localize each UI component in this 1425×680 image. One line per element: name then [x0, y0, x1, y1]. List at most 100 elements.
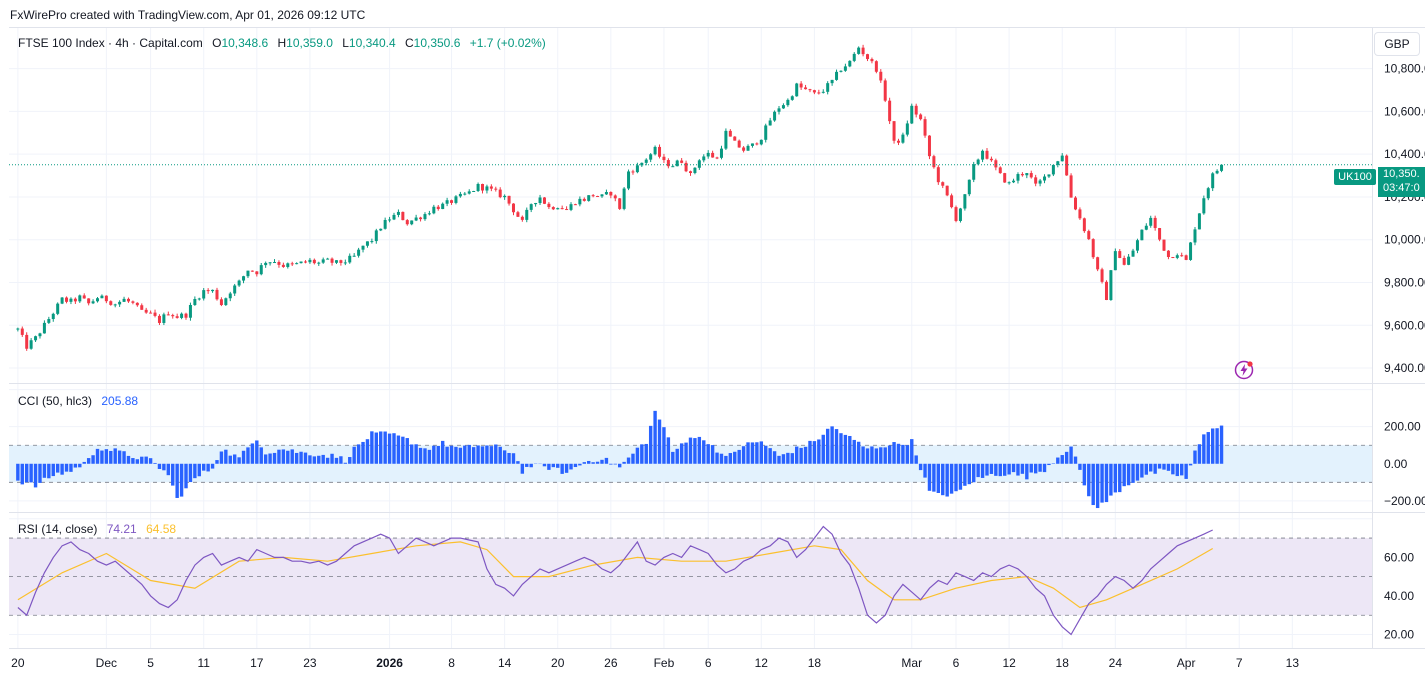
candle [569, 204, 573, 210]
cci-bar [772, 451, 777, 464]
close-label: C [404, 36, 414, 50]
cci-bar [202, 463, 206, 471]
flash-icon[interactable] [1234, 360, 1254, 380]
cci-bar [795, 446, 799, 464]
candle [1020, 174, 1024, 176]
candle [188, 304, 192, 318]
cci-bar [463, 445, 467, 464]
candle [334, 260, 338, 263]
symbol-name[interactable]: FTSE 100 Index · 4h · Capital.com [18, 36, 203, 50]
candle [1197, 213, 1201, 230]
x-tick-label: 24 [1109, 656, 1123, 670]
cci-bar [1171, 463, 1175, 475]
cci-bar [737, 449, 741, 464]
candle [233, 285, 237, 294]
x-tick-label: 5 [147, 656, 154, 670]
cci-bar [684, 442, 688, 464]
cci-bar [1206, 432, 1210, 464]
cci-bar [958, 463, 963, 490]
cci-bar [246, 447, 250, 464]
cci-bar [113, 448, 117, 464]
candle [414, 217, 418, 221]
cci-bar [516, 461, 520, 464]
currency-button[interactable]: GBP [1374, 32, 1420, 56]
cci-bar [843, 434, 848, 464]
candle [82, 295, 86, 299]
candle [78, 295, 82, 302]
cci-bar [148, 458, 153, 464]
candle [224, 298, 228, 306]
cci-bar [64, 463, 69, 472]
y-tick-label: 10,400.00 [1384, 147, 1425, 161]
candle [627, 171, 631, 189]
candle [458, 193, 462, 197]
cci-bar [821, 434, 825, 464]
candle [255, 271, 259, 275]
cci-bar [1153, 463, 1157, 474]
candle [786, 99, 790, 106]
x-tick-label: 6 [705, 656, 712, 670]
cci-bar [715, 452, 719, 464]
cci-bar [73, 463, 78, 468]
high-value: 10,359.0 [286, 36, 333, 50]
candle [401, 211, 405, 221]
cci-histogram [16, 410, 1224, 509]
cci-bar [356, 444, 361, 464]
candle [795, 83, 799, 97]
candle [697, 160, 701, 168]
candle [715, 157, 719, 159]
candle [724, 130, 728, 149]
rsi-name[interactable]: RSI (14, close) [18, 522, 98, 536]
candle [498, 189, 502, 198]
cci-bar [268, 453, 272, 464]
candle [20, 328, 24, 335]
cci-bar [825, 428, 830, 464]
cci-bar [910, 439, 914, 464]
change-value: +1.7 (+0.02%) [469, 36, 546, 50]
cci-bar [556, 463, 560, 468]
x-tick-label: Feb [654, 656, 675, 670]
candle [65, 297, 69, 302]
cci-name[interactable]: CCI (50, hlc3) [18, 394, 93, 408]
cci-bar [272, 452, 277, 464]
candle [436, 206, 440, 210]
cci-bar [339, 456, 343, 464]
candle [157, 315, 161, 323]
candle [281, 264, 285, 267]
cci-bar [162, 463, 166, 471]
candle [1180, 255, 1184, 257]
candle [69, 298, 73, 302]
candle [1038, 180, 1042, 184]
cci-bar [631, 453, 635, 464]
cci-bar [277, 449, 281, 464]
cci-bar [281, 449, 286, 464]
candle [219, 299, 223, 306]
candle [662, 156, 666, 161]
candle [675, 160, 679, 167]
candle [910, 105, 914, 124]
candle [206, 290, 210, 292]
cci-bar [135, 459, 140, 464]
cci-bar [1002, 463, 1007, 476]
cci-bar [848, 435, 852, 464]
cci-bar [1095, 463, 1100, 509]
candle [273, 262, 277, 264]
candle [1202, 198, 1206, 214]
cci-bar [1175, 463, 1179, 477]
x-tick-label: 20 [11, 656, 25, 670]
cci-bar [330, 453, 334, 464]
candle [817, 92, 821, 94]
candle [405, 220, 409, 225]
candle [1069, 175, 1073, 198]
cci-bar [206, 463, 210, 472]
cci-bar [255, 440, 259, 464]
last-price-value: 10,350. [1383, 168, 1420, 180]
candle [357, 249, 361, 256]
cci-bar [1184, 463, 1188, 479]
candle [972, 164, 976, 180]
candle [777, 108, 781, 112]
candle [1220, 164, 1224, 171]
cci-bar [414, 444, 418, 464]
cci-bar [693, 438, 697, 464]
